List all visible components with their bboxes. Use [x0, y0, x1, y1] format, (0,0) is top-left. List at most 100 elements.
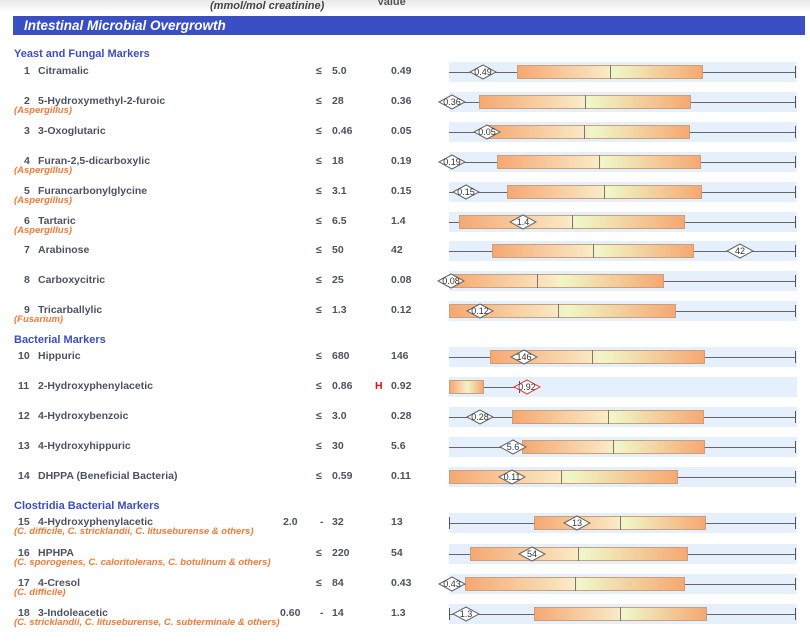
analyte-name: Citramalic: [38, 65, 89, 77]
reference-high: 25: [332, 274, 344, 286]
reference-high: 14: [332, 607, 344, 619]
reference-symbol: ≤: [316, 95, 322, 107]
reference-high: 5.0: [332, 65, 347, 77]
diamond-icon: [436, 273, 466, 289]
median-line: [610, 65, 611, 79]
analyte-name: 3-Indoleacetic: [38, 607, 109, 619]
range-end-tick: [795, 66, 796, 78]
result-value: 0.49: [391, 65, 412, 77]
result-marker: 146: [509, 349, 539, 365]
reference-high: 3.1: [332, 185, 347, 197]
result-marker: 0.15: [451, 184, 481, 200]
result-marker: 1.3: [451, 606, 481, 622]
range-end-tick: [795, 441, 796, 453]
marker-label: 13: [571, 518, 582, 528]
diamond-icon: [465, 303, 495, 319]
analyte-name: 2-Hydroxyphenylacetic: [38, 380, 153, 392]
marker-label: 1.3: [459, 609, 473, 619]
section-bacterial: Bacterial Markers: [14, 334, 106, 346]
reference-high: 0.46: [332, 125, 353, 137]
reference-symbol: ≤: [316, 125, 322, 137]
analyte-name: 4-Hydroxyphenylacetic: [38, 516, 153, 528]
reference-box: [487, 125, 690, 139]
organism-note: (C. sporogenes, C. caloritolerans, C. bo…: [14, 557, 271, 568]
whisker-line: [484, 387, 520, 388]
median-line: [613, 440, 614, 454]
reference-symbol: ≤: [316, 304, 322, 316]
marker-label: 0.36: [443, 97, 461, 107]
reference-symbol: ≤: [316, 577, 322, 589]
range-end-tick: [795, 578, 796, 590]
row-number: 11: [18, 380, 30, 392]
median-line: [575, 577, 576, 591]
analyte-name: Tartaric: [38, 215, 76, 227]
analyte-name: 5-Hydroxymethyl-2-furoic: [38, 95, 166, 107]
diamond-icon: [451, 184, 481, 200]
reference-high: 6.5: [332, 215, 347, 227]
reference-box: [449, 470, 678, 484]
marker-label: 54: [526, 549, 537, 559]
median-line: [572, 215, 573, 229]
diamond-icon: [451, 606, 481, 622]
reference-high: 0.59: [332, 470, 353, 482]
row-number: 16: [18, 547, 30, 559]
median-line: [604, 185, 605, 199]
result-marker: 0.08: [436, 273, 466, 289]
reference-high: 32: [332, 516, 344, 528]
result-marker: 0.92: [512, 379, 542, 395]
reference-symbol: -: [320, 516, 324, 528]
units-column-header: (mmol/mol creatinine): [210, 0, 325, 12]
reference-high: 0.86: [332, 380, 353, 392]
result-value: 0.43: [391, 577, 412, 589]
reference-high: 18: [332, 155, 344, 167]
result-marker: 0.19: [437, 154, 467, 170]
row-number: 17: [18, 577, 30, 589]
diamond-icon: [512, 379, 542, 395]
result-marker: 5.6: [498, 439, 528, 455]
reference-high: 680: [332, 350, 350, 362]
reference-symbol: ≤: [316, 274, 322, 286]
result-value: 146: [391, 350, 409, 362]
result-value: 0.08: [391, 274, 412, 286]
reference-symbol: ≤: [316, 185, 322, 197]
diamond-icon: [437, 154, 467, 170]
range-end-tick: [795, 275, 796, 287]
reference-symbol: ≤: [316, 547, 322, 559]
marker-label: 0.43: [443, 579, 461, 589]
result-value: 0.11: [391, 470, 411, 482]
range-end-tick: [795, 186, 796, 198]
top-fade: [0, 0, 810, 12]
result-value: 42: [391, 244, 403, 256]
median-line: [592, 350, 593, 364]
reference-symbol: ≤: [316, 244, 322, 256]
reference-low: 2.0: [283, 516, 298, 528]
marker-label: 0.08: [442, 276, 460, 286]
result-marker: 1.4: [508, 214, 538, 230]
marker-label: 0.12: [471, 306, 489, 316]
result-marker: 42: [725, 243, 755, 259]
reference-symbol: ≤: [316, 155, 322, 167]
result-marker: 13: [562, 515, 592, 531]
reference-box: [470, 547, 688, 561]
analyte-name: 4-Hydroxyhippuric: [38, 440, 131, 452]
result-marker: 0.43: [437, 576, 467, 592]
marker-label: 0.15: [457, 187, 475, 197]
value-column-header: Value: [377, 0, 406, 8]
reference-high: 50: [332, 244, 344, 256]
range-end-tick: [795, 608, 796, 620]
range-band: [449, 377, 797, 397]
analyte-name: Hippuric: [38, 350, 81, 362]
diamond-icon: [517, 546, 547, 562]
reference-box: [449, 380, 484, 394]
row-number: 1: [24, 65, 30, 77]
diamond-icon: [508, 214, 538, 230]
result-value: 1.4: [391, 215, 406, 227]
reference-box: [449, 274, 664, 288]
marker-label: 0.11: [503, 472, 521, 482]
reference-symbol: ≤: [316, 380, 322, 392]
result-marker: 54: [517, 546, 547, 562]
analyte-name: Furancarbonylglycine: [38, 185, 148, 197]
result-value: 0.15: [391, 185, 412, 197]
row-number: 3: [24, 125, 30, 137]
reference-high: 30: [332, 440, 344, 452]
